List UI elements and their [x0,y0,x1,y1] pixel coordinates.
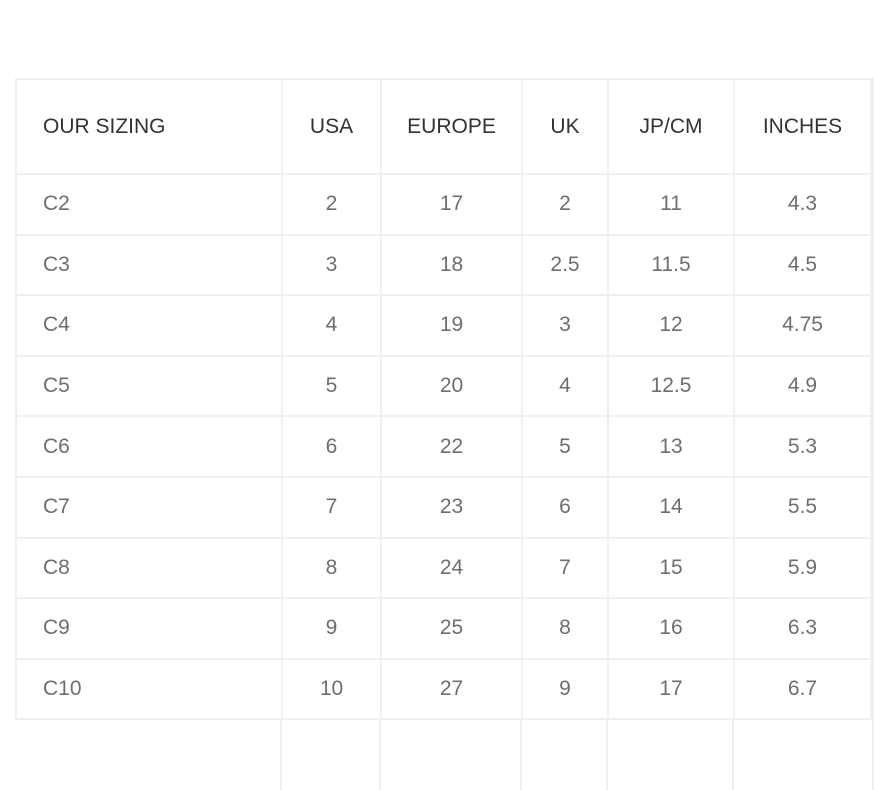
table-cell: 25 [380,597,523,660]
table-cell: 27 [380,657,523,721]
table-cell: 10 [281,657,382,721]
table-cell: 14 [607,475,735,539]
table-row: C3 3 18 2.5 11.5 4.5 [15,233,872,297]
table-cell: 8 [521,597,609,660]
table-cell: 11.5 [607,233,735,297]
table-cell: C4 [15,294,283,357]
table-cell: 4.75 [733,294,872,357]
divider [732,719,734,790]
table-cell: 12 [607,294,735,357]
table-cell: 17 [380,173,523,236]
table-cell: 5 [281,354,382,418]
table-cell: 24 [380,536,523,600]
table-cell: 2.5 [521,233,609,297]
table-cell: 8 [281,536,382,600]
table-cell: 4.3 [733,173,872,236]
table-cell: 19 [380,294,523,357]
table-cell: C8 [15,536,283,600]
table-cell: 5.9 [733,536,872,600]
table-row: C2 2 17 2 11 4.3 [15,173,872,236]
header-cell: JP/CM [607,78,735,175]
table-row: C4 4 19 3 12 4.75 [15,294,872,357]
table-cell: 9 [521,657,609,721]
table-cell: 13 [607,415,735,478]
divider [872,78,874,790]
divider [379,719,381,790]
table-row: C8 8 24 7 15 5.9 [15,536,872,600]
table-cell: 6 [521,475,609,539]
table-row: C5 5 20 4 12.5 4.9 [15,354,872,418]
table-cell: 4.5 [733,233,872,297]
table-cell: 23 [380,475,523,539]
table-cell: 17 [607,657,735,721]
table-cell: C3 [15,233,283,297]
header-cell: INCHES [733,78,872,175]
table-cell: 7 [281,475,382,539]
divider [606,719,608,790]
table-cell: 5 [521,415,609,478]
table-cell: 6.7 [733,657,872,721]
table-row: C6 6 22 5 13 5.3 [15,415,872,478]
divider [520,719,522,790]
table-cell: 7 [521,536,609,600]
table-cell: C2 [15,173,283,236]
table-cell: 3 [281,233,382,297]
table-row: C7 7 23 6 14 5.5 [15,475,872,539]
header-cell: UK [521,78,609,175]
table-cell: 3 [521,294,609,357]
table-cell: 6.3 [733,597,872,660]
header-cell: OUR SIZING [15,78,283,175]
table-head: OUR SIZING USA EUROPE UK JP/CM INCHES [15,78,872,175]
table-cell: 5.5 [733,475,872,539]
table-cell: 20 [380,354,523,418]
table-cell: 4.9 [733,354,872,418]
table-row: C9 9 25 8 16 6.3 [15,597,872,660]
header-cell: USA [281,78,382,175]
table-cell: 6 [281,415,382,478]
table-cell: C6 [15,415,283,478]
table-cell: C7 [15,475,283,539]
table-cell: C9 [15,597,283,660]
table-row: C10 10 27 9 17 6.7 [15,657,872,721]
table-cell: 15 [607,536,735,600]
table-cell: 18 [380,233,523,297]
table-body: C2 2 17 2 11 4.3 C3 3 18 2.5 11.5 4.5 C4 4 19 3 12 4.75 C5… [15,173,872,721]
table-cell: 16 [607,597,735,660]
table-cell: C5 [15,354,283,418]
divider [280,719,282,790]
table-cell: 2 [521,173,609,236]
table-cell: 22 [380,415,523,478]
table-cell: 11 [607,173,735,236]
size-table: OUR SIZING USA EUROPE UK JP/CM INCHES C2 2 17 2 1… [15,78,872,721]
table-cell: 4 [281,294,382,357]
table-cell: 2 [281,173,382,236]
header-row: OUR SIZING USA EUROPE UK JP/CM INCHES [15,78,872,175]
table-cell: 12.5 [607,354,735,418]
table-cell: 9 [281,597,382,660]
header-cell: EUROPE [380,78,523,175]
table-cell: 4 [521,354,609,418]
table-cell: 5.3 [733,415,872,478]
table-cell: C10 [15,657,283,721]
